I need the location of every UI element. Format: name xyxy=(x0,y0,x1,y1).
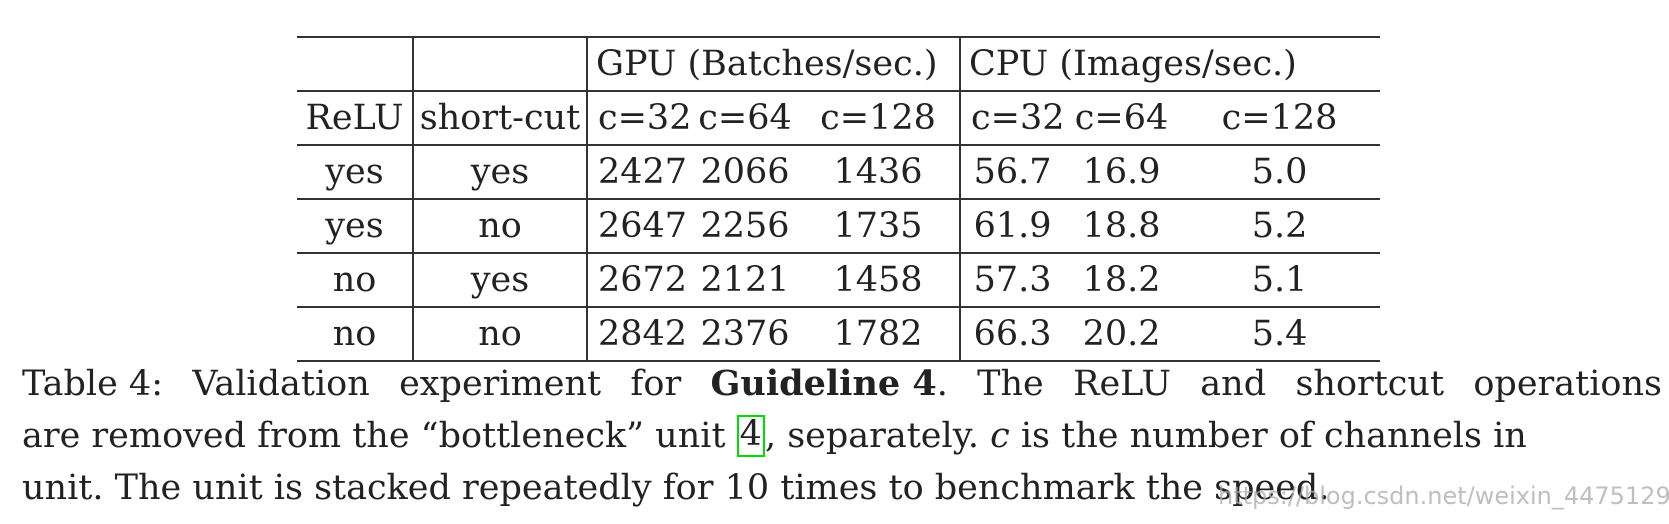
gpu-group-header: GPU (Batches/sec.) xyxy=(587,36,962,92)
caption-text: are removed from the “bottleneck” unit xyxy=(22,416,726,456)
cpu-c128-cell: 5.1 xyxy=(1179,252,1381,308)
cpu-c32-cell: 61.9 xyxy=(960,198,1065,254)
gpu-c32-cell: 2647 xyxy=(587,198,693,254)
caption-word: ReLU xyxy=(1073,364,1171,404)
cpu-c64-cell: 20.2 xyxy=(1064,306,1180,362)
caption-word: and xyxy=(1200,364,1267,404)
cpu-c64-header: c=64 xyxy=(1064,90,1180,146)
citation-link[interactable]: 4 xyxy=(736,415,765,457)
gpu-c32-header: c=32 xyxy=(587,90,693,146)
gpu-c128-cell: 1782 xyxy=(797,306,962,362)
gpu-c128-cell: 1735 xyxy=(797,198,962,254)
guideline-reference: Guideline 4. xyxy=(711,358,948,410)
speed-benchmark-table: GPU (Batches/sec.) CPU (Images/sec.) ReL… xyxy=(297,36,1381,362)
caption-label: Table 4: xyxy=(22,364,163,404)
relu-cell: yes xyxy=(297,144,414,200)
empty-header-cell xyxy=(413,36,588,92)
empty-header-cell xyxy=(297,36,414,92)
relu-cell: no xyxy=(297,306,414,362)
relu-cell: yes xyxy=(297,198,414,254)
watermark: https://blog.csdn.net/weixin_44751294 xyxy=(1218,482,1669,510)
variable-c: c xyxy=(990,416,1010,456)
caption-word: experiment xyxy=(399,364,602,404)
caption-word: Validation xyxy=(192,364,370,404)
cpu-c128-cell: 5.4 xyxy=(1179,306,1381,362)
caption-line-2: are removed from the “bottleneck” unit 4… xyxy=(22,410,1662,462)
group-header-row: GPU (Batches/sec.) CPU (Images/sec.) xyxy=(297,36,1381,92)
cpu-c128-header: c=128 xyxy=(1179,90,1381,146)
gpu-c32-cell: 2427 xyxy=(587,144,693,200)
caption-line-1: Table 4: Validation experiment for Guide… xyxy=(22,358,1662,410)
cpu-c32-cell: 66.3 xyxy=(960,306,1065,362)
shortcut-cell: no xyxy=(413,198,588,254)
cpu-group-header: CPU (Images/sec.) xyxy=(960,36,1381,92)
gpu-c32-cell: 2842 xyxy=(587,306,693,362)
guideline-bold: Guideline 4 xyxy=(710,363,937,404)
cpu-c32-cell: 57.3 xyxy=(960,252,1065,308)
caption-word: The xyxy=(977,364,1044,404)
relu-column-header: ReLU xyxy=(297,90,414,146)
caption-text: , separately. xyxy=(764,416,979,456)
cpu-c64-cell: 16.9 xyxy=(1064,144,1180,200)
caption-text: is the number of channels in xyxy=(1020,416,1527,456)
table-row: no yes 2672 2121 1458 57.3 18.2 5.1 xyxy=(297,252,1381,308)
gpu-c128-cell: 1458 xyxy=(797,252,962,308)
cpu-c64-cell: 18.2 xyxy=(1064,252,1180,308)
caption-period: . xyxy=(936,364,948,404)
caption-word: operations xyxy=(1473,364,1662,404)
shortcut-column-header: short-cut xyxy=(413,90,588,146)
gpu-c64-cell: 2121 xyxy=(693,252,797,308)
table-row: yes yes 2427 2066 1436 56.7 16.9 5.0 xyxy=(297,144,1381,200)
table-caption: Table 4: Validation experiment for Guide… xyxy=(22,358,1662,514)
cpu-c128-cell: 5.0 xyxy=(1179,144,1381,200)
gpu-c128-cell: 1436 xyxy=(797,144,962,200)
caption-word: shortcut xyxy=(1295,364,1445,404)
cpu-c128-cell: 5.2 xyxy=(1179,198,1381,254)
table-row: no no 2842 2376 1782 66.3 20.2 5.4 xyxy=(297,306,1381,362)
shortcut-cell: yes xyxy=(413,144,588,200)
table-row: yes no 2647 2256 1735 61.9 18.8 5.2 xyxy=(297,198,1381,254)
column-header-row: ReLU short-cut c=32 c=64 c=128 c=32 c=64… xyxy=(297,90,1381,146)
gpu-c128-header: c=128 xyxy=(797,90,962,146)
cpu-c32-cell: 56.7 xyxy=(960,144,1065,200)
shortcut-cell: yes xyxy=(413,252,588,308)
gpu-c64-cell: 2376 xyxy=(693,306,797,362)
cpu-c32-header: c=32 xyxy=(960,90,1065,146)
cpu-c64-cell: 18.8 xyxy=(1064,198,1180,254)
caption-word: for xyxy=(630,364,682,404)
relu-cell: no xyxy=(297,252,414,308)
shortcut-cell: no xyxy=(413,306,588,362)
gpu-c32-cell: 2672 xyxy=(587,252,693,308)
gpu-c64-header: c=64 xyxy=(693,90,797,146)
gpu-c64-cell: 2256 xyxy=(693,198,797,254)
caption-line-3: unit. The unit is stacked repeatedly for… xyxy=(22,468,1330,508)
gpu-c64-cell: 2066 xyxy=(693,144,797,200)
